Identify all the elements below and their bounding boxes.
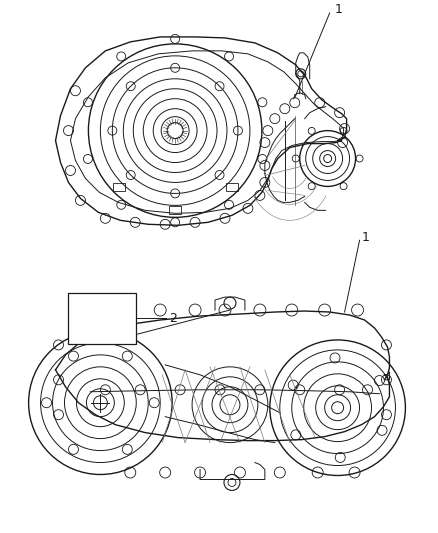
Bar [113,183,125,191]
Text: 1: 1 [335,3,343,15]
Text: 2: 2 [169,312,177,325]
Bar [169,206,181,214]
Bar [68,293,136,344]
Bar [226,183,237,191]
Text: 1: 1 [361,231,369,244]
